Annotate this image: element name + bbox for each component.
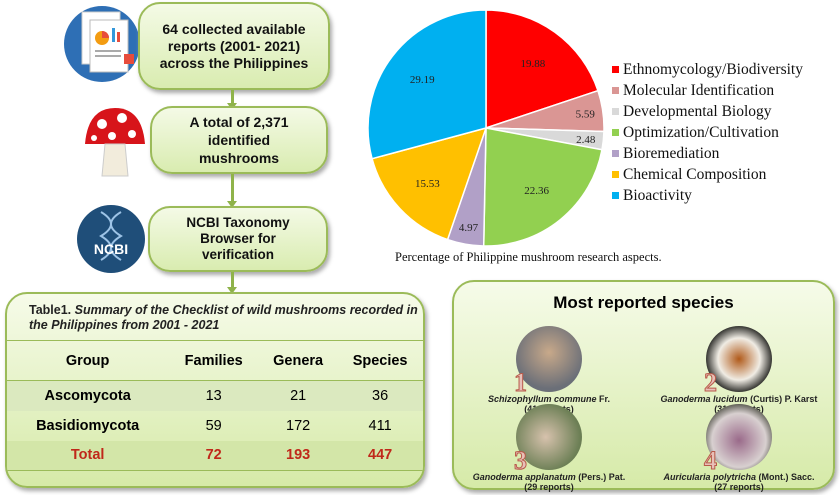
flow-arrow (227, 272, 237, 294)
cell-families: 72 (168, 440, 260, 471)
header-group: Group (7, 340, 169, 381)
cell-families: 59 (205, 417, 222, 434)
pie-data-label: 15.53 (415, 178, 440, 190)
svg-text:NCBI: NCBI (94, 241, 128, 257)
species-title: Most reported species (553, 293, 734, 312)
legend-label: Chemical Composition (623, 166, 767, 183)
flow-step-reports: 64 collected available reports (2001- 20… (138, 2, 330, 90)
legend-swatch (612, 66, 619, 73)
legend-label: Bioremediation (623, 145, 720, 162)
table-row: Basidiomycota 59 172 411 (7, 411, 423, 441)
checklist-table-panel: Table1. Summary of the Checklist of wild… (5, 292, 425, 488)
species-name: Ganoderma applanatum (472, 472, 576, 482)
species-item: 4 Auricularia polytricha (Mont.) Sacc. (27… (644, 404, 834, 492)
legend-item: Bioremediation (612, 143, 803, 164)
legend-swatch (612, 171, 619, 178)
rank-number: 1 (514, 368, 528, 398)
species-reports: (29 reports) (524, 482, 574, 492)
species-author: (Mont.) Sacc. (756, 472, 815, 482)
ncbi-logo: NCBI (76, 204, 146, 274)
legend-swatch (612, 150, 619, 157)
species-name: Auricularia polytricha (663, 472, 756, 482)
legend-item: Developmental Biology (612, 101, 803, 122)
species-item: 3 Ganoderma applanatum (Pers.) Pat. (29 re… (454, 404, 644, 492)
legend-item: Molecular Identification (612, 80, 803, 101)
flow-arrow (227, 174, 237, 208)
pie-slice (482, 127, 603, 247)
legend-swatch (612, 87, 619, 94)
most-reported-species-panel: Most reported species 1 Schizophyllum com… (452, 280, 835, 492)
flow-step-ncbi: NCBI Taxonomy Browser for verification (148, 206, 328, 272)
species-reports: (27 reports) (714, 482, 764, 492)
pie-data-label: 22.36 (524, 185, 549, 197)
legend-label: Molecular Identification (623, 82, 775, 99)
header-genera: Genera (259, 340, 338, 381)
table-row: Ascomycota 13 21 36 (7, 380, 423, 411)
pie-data-label: 29.19 (410, 74, 435, 86)
legend-label: Bioactivity (623, 187, 692, 204)
species-photo: 4 (704, 404, 772, 476)
cell-genera: 21 (259, 380, 338, 411)
cell-families: 13 (168, 380, 260, 411)
pie-slice (485, 9, 599, 130)
mushroom-icon (80, 104, 150, 180)
species-photo: 2 (704, 326, 772, 398)
pie-data-label: 19.88 (521, 58, 546, 70)
cell-species: 447 (337, 440, 423, 471)
legend-label: Optimization/Cultivation (623, 124, 779, 141)
species-author: (Curtis) P. Karst (747, 394, 818, 404)
pie-slice (367, 9, 487, 160)
checklist-table: Group Families Genera Species Ascomycota… (7, 340, 423, 471)
legend-swatch (612, 129, 619, 136)
flow-arrow (227, 90, 237, 110)
legend-item: Bioactivity (612, 185, 803, 206)
table-caption: Table1. Summary of the Checklist of wild… (29, 303, 418, 332)
header-families: Families (168, 340, 260, 381)
pie-slice (371, 126, 488, 241)
rank-number: 3 (514, 446, 528, 476)
legend-label: Developmental Biology (623, 103, 772, 120)
legend-item: Chemical Composition (612, 164, 803, 185)
table-total-row: Total 72 193 447 (7, 440, 423, 471)
legend-item: Ethnomycology/Biodiversity (612, 59, 803, 80)
legend-swatch (612, 192, 619, 199)
species-author: (Pers.) Pat. (575, 472, 626, 482)
flow-step-mushrooms: A total of 2,371 identified mushrooms (150, 106, 328, 174)
species-name: Schizophyllum commune (487, 394, 597, 404)
species-name: Ganoderma lucidum (660, 394, 748, 404)
chart-caption: Percentage of Philippine mushroom resear… (395, 250, 662, 264)
cell-group: Basidiomycota (36, 417, 140, 434)
legend-item: Optimization/Cultivation (612, 122, 803, 143)
legend-swatch (612, 108, 619, 115)
pie-data-label: 5.59 (576, 108, 596, 120)
rank-number: 4 (704, 446, 718, 476)
species-author: Fr. (596, 394, 611, 404)
cell-species: 411 (368, 417, 392, 434)
pie-legend: Ethnomycology/Biodiversity Molecular Iden… (612, 59, 803, 206)
pie-data-label: 4.97 (459, 222, 479, 234)
cell-species: 36 (337, 380, 423, 411)
legend-label: Ethnomycology/Biodiversity (623, 61, 803, 78)
cell-genera: 172 (286, 417, 311, 434)
cell-genera: 193 (259, 440, 338, 471)
reports-icon (62, 4, 142, 84)
header-species: Species (337, 340, 423, 381)
species-photo: 1 (514, 326, 582, 398)
table-header-row: Group Families Genera Species (7, 340, 423, 381)
pie-chart: 19.88 5.59 2.48 22.36 4.97 15.53 29.19 (367, 9, 605, 247)
species-photo: 3 (514, 404, 582, 476)
cell-group: Ascomycota (7, 380, 169, 411)
pie-data-label: 2.48 (576, 134, 596, 146)
rank-number: 2 (704, 368, 718, 398)
cell-group: Total (7, 440, 169, 471)
